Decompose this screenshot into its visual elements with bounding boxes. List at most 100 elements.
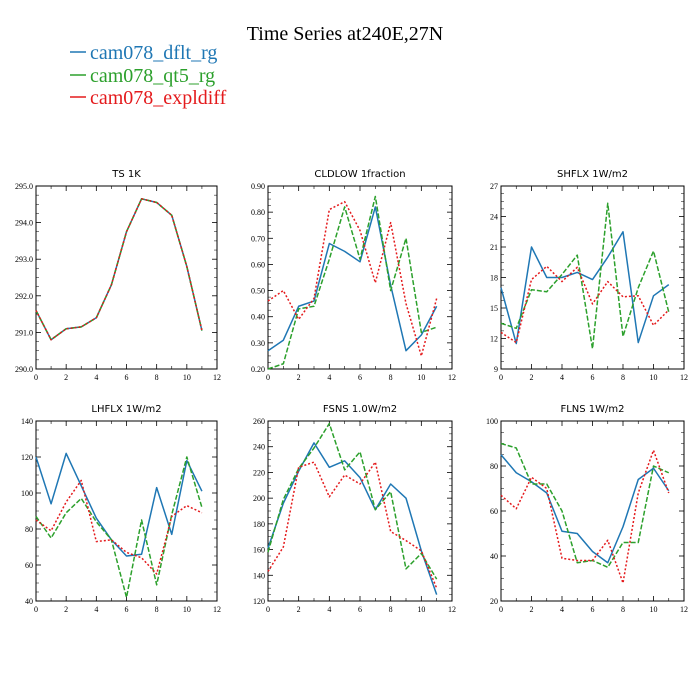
y-tick-label: 120 [253, 597, 265, 606]
panel-4: FSNS 1.0W/m2 0 2 4 6 8 10 12 120 140 160 180 200 220 2… [253, 404, 456, 614]
x-tick-label: 10 [417, 605, 425, 614]
y-tick-label: 18 [490, 274, 498, 283]
x-tick-label: 8 [155, 605, 159, 614]
panel-title: TS 1K [111, 169, 141, 180]
x-tick-label: 10 [183, 373, 191, 382]
x-tick-label: 6 [591, 373, 595, 382]
series-line-qt5 [267, 195, 437, 370]
y-tick-label: 100 [21, 489, 33, 498]
y-tick-label: 0.70 [251, 234, 265, 243]
series-line-dflt [35, 452, 203, 557]
y-tick-label: 20 [490, 597, 498, 606]
panel-1: CLDLOW 1fraction 0 2 4 6 8 10 12 0.20 0.30 0.40 0.5… [251, 169, 456, 382]
plot-frame [500, 420, 685, 602]
x-tick-label: 10 [183, 605, 191, 614]
x-tick-label: 4 [560, 605, 564, 614]
plot-frame [500, 185, 685, 370]
legend-label-dflt: cam078_dflt_rg [90, 42, 217, 64]
y-tick-label: 220 [253, 468, 265, 477]
y-tick-label: 60 [490, 507, 498, 516]
y-tick-label: 24 [490, 213, 498, 222]
series-line-qt5 [267, 422, 438, 580]
y-tick-label: 0.80 [251, 208, 265, 217]
y-tick-label: 80 [25, 525, 33, 534]
series-line-expldiff [267, 461, 438, 589]
y-tick-label: 291.0 [15, 328, 33, 337]
x-tick-label: 8 [621, 605, 625, 614]
x-tick-label: 6 [591, 605, 595, 614]
series-line-qt5 [35, 456, 203, 599]
y-tick-label: 294.0 [15, 219, 33, 228]
x-tick-label: 6 [125, 605, 129, 614]
x-tick-label: 0 [499, 605, 503, 614]
x-tick-label: 8 [389, 373, 393, 382]
y-tick-label: 0.20 [251, 365, 265, 374]
x-tick-label: 0 [34, 373, 38, 382]
y-tick-label: 21 [490, 243, 498, 252]
panel-5: FLNS 1W/m2 0 2 4 6 8 10 12 20 40 60 80 100 [486, 404, 688, 614]
legend-label-qt5: cam078_qt5_rg [90, 65, 215, 87]
panels: TS 1K0 2 4 6 8 10 12290.0291.0292.0293.0294.02… [15, 169, 688, 614]
y-tick-label: 0.50 [251, 287, 265, 296]
series-line-dflt [500, 454, 670, 564]
y-tick-label: 160 [253, 546, 265, 555]
y-tick-label: 60 [25, 561, 33, 570]
panel-title: CLDLOW 1fraction [314, 169, 405, 180]
x-tick-label: 0 [266, 605, 270, 614]
y-tick-label: 240 [253, 443, 265, 452]
x-tick-label: 4 [94, 373, 98, 382]
series-line-qt5 [500, 202, 670, 350]
x-tick-label: 10 [650, 373, 658, 382]
y-tick-label: 292.0 [15, 292, 33, 301]
y-tick-label: 180 [253, 520, 265, 529]
figure-title: Time Series at240E,27N [247, 23, 443, 45]
x-tick-label: 12 [680, 373, 688, 382]
series-line-expldiff [500, 265, 670, 344]
series-line-qt5 [500, 442, 670, 568]
legend: cam078_dflt_rg cam078_qt5_rg cam078_expl… [70, 42, 227, 109]
y-tick-label: 140 [253, 571, 265, 580]
x-tick-label: 0 [499, 373, 503, 382]
series-line-expldiff [35, 198, 203, 341]
series-line-dflt [267, 442, 438, 595]
series-line-dflt [35, 198, 203, 341]
y-tick-label: 40 [25, 597, 33, 606]
series-line-expldiff [35, 479, 203, 575]
y-tick-label: 140 [21, 417, 33, 426]
y-tick-label: 120 [21, 453, 33, 462]
x-tick-label: 4 [94, 605, 98, 614]
x-tick-label: 10 [417, 373, 425, 382]
y-tick-label: 0.90 [251, 182, 265, 191]
x-tick-label: 4 [560, 373, 564, 382]
x-tick-label: 4 [327, 373, 331, 382]
y-tick-label: 0.40 [251, 313, 265, 322]
x-tick-label: 4 [327, 605, 331, 614]
x-tick-label: 2 [297, 605, 301, 614]
legend-label-expldiff: cam078_expldiff [90, 87, 227, 109]
x-tick-label: 2 [64, 605, 68, 614]
y-tick-label: 40 [490, 552, 498, 561]
y-tick-label: 200 [253, 494, 265, 503]
panel-0: TS 1K 0 2 4 6 8 10 12 290.0 291.0 292.0 293.0 294.0 2… [15, 169, 221, 382]
x-tick-label: 6 [358, 373, 362, 382]
x-tick-label: 2 [530, 605, 534, 614]
y-tick-label: 100 [486, 417, 498, 426]
x-tick-label: 0 [34, 605, 38, 614]
x-tick-label: 6 [125, 373, 129, 382]
series-line-dflt [500, 231, 670, 345]
x-tick-label: 2 [530, 373, 534, 382]
y-tick-label: 260 [253, 417, 265, 426]
y-tick-label: 295.0 [15, 182, 33, 191]
y-tick-label: 0.30 [251, 339, 265, 348]
plot-frame [267, 420, 453, 602]
series-line-expldiff [267, 200, 438, 357]
x-tick-label: 2 [297, 373, 301, 382]
x-tick-label: 6 [358, 605, 362, 614]
x-tick-label: 0 [266, 373, 270, 382]
y-tick-label: 0.60 [251, 260, 265, 269]
panel-title: FLNS 1W/m2 [560, 404, 624, 415]
x-tick-label: 2 [64, 373, 68, 382]
x-tick-label: 8 [621, 373, 625, 382]
